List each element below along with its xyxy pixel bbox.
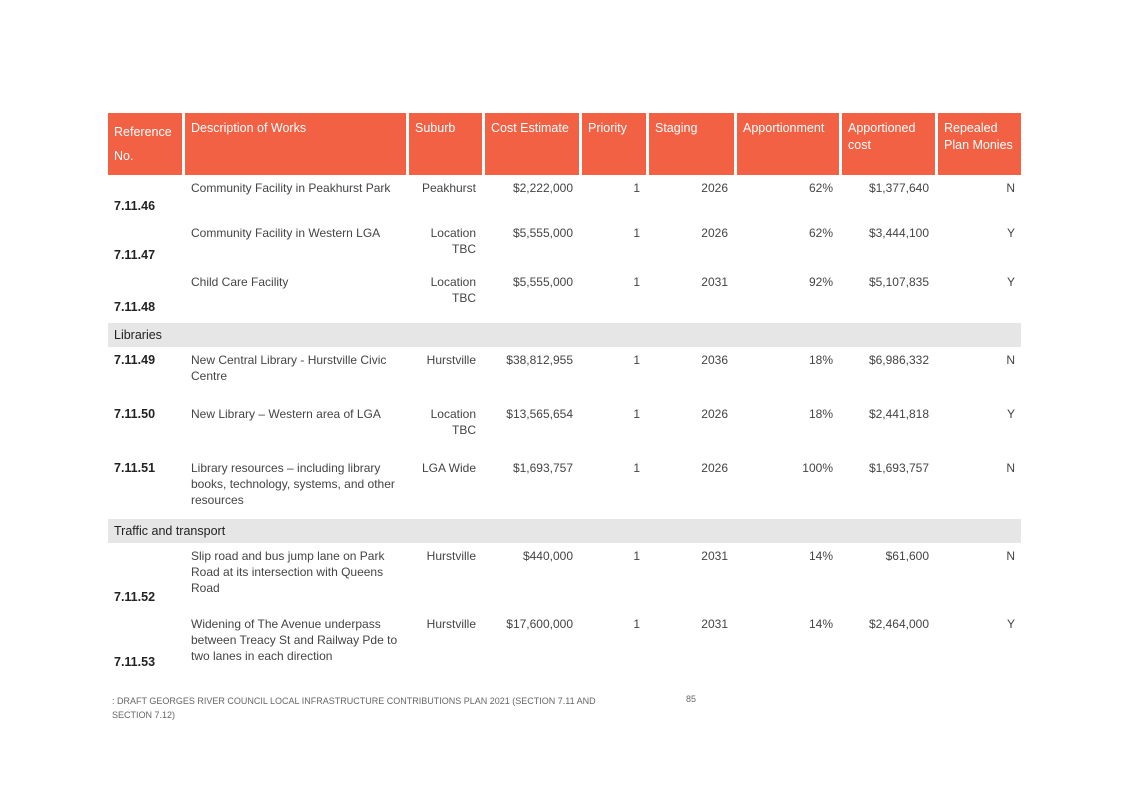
cell-cost-estimate: $17,600,000 <box>506 617 573 631</box>
cell-suburb: LGA Wide <box>421 461 476 475</box>
cell-repealed: Y <box>1006 407 1015 421</box>
cell-staging: 2031 <box>701 275 728 289</box>
cell-apportionment: 14% <box>808 617 833 631</box>
cell-reference: 7.11.47 <box>114 248 156 262</box>
cell-reference: 7.11.49 <box>114 353 156 367</box>
cell-description: Community Facility in Peakhurst Park <box>191 181 391 195</box>
cell-description: Slip road and bus jump lane on Park Road… <box>191 549 385 595</box>
cell-priority: 1 <box>633 461 640 475</box>
header-apportioned-cost: Apportioned cost <box>842 113 935 175</box>
header-cost: Cost Estimate <box>485 113 579 175</box>
page-footer: : DRAFT GEORGES RIVER COUNCIL LOCAL INFR… <box>112 696 596 720</box>
section-label: Libraries <box>108 323 1021 347</box>
cell-apportioned-cost: $2,464,000 <box>868 617 929 631</box>
cell-reference: 7.11.46 <box>114 199 156 213</box>
cell-apportionment: 92% <box>808 275 833 289</box>
table-row: 7.11.48 Child Care Facility Location TBC $5… <box>108 271 1021 321</box>
cell-description: Child Care Facility <box>191 275 289 289</box>
cell-description: Widening of The Avenue underpass between… <box>191 617 398 663</box>
header-reference: Reference No. <box>108 113 182 175</box>
cell-cost-estimate: $440,000 <box>522 549 573 563</box>
page-number: 85 <box>686 694 697 704</box>
cell-priority: 1 <box>633 353 640 367</box>
cell-cost-estimate: $38,812,955 <box>506 353 573 367</box>
cell-priority: 1 <box>633 181 640 195</box>
table-row: 7.11.51 Library resources – including lib… <box>108 457 1021 517</box>
cell-suburb: Hurstville <box>426 353 476 367</box>
cell-suburb: Hurstville <box>426 549 476 563</box>
section-row: Traffic and transport <box>108 519 1021 543</box>
cell-cost-estimate: $5,555,000 <box>512 275 573 289</box>
cell-reference: 7.11.50 <box>114 407 156 421</box>
cell-repealed: Y <box>1006 226 1015 240</box>
table-row: 7.11.46 Community Facility in Peakhurst P… <box>108 177 1021 220</box>
table-row: 7.11.49 New Central Library - Hurstville … <box>108 349 1021 401</box>
cell-priority: 1 <box>633 226 640 240</box>
cell-staging: 2031 <box>701 549 728 563</box>
cell-apportionment: 62% <box>808 181 833 195</box>
cell-apportionment: 18% <box>808 407 833 421</box>
cell-cost-estimate: $5,555,000 <box>512 226 573 240</box>
cell-reference: 7.11.48 <box>114 300 156 314</box>
cell-suburb: Peakhurst <box>421 181 476 195</box>
cell-suburb: Location TBC <box>430 275 476 305</box>
section-row: Libraries <box>108 323 1021 347</box>
cell-repealed: N <box>1006 549 1015 563</box>
cell-staging: 2031 <box>701 617 728 631</box>
cell-staging: 2026 <box>701 226 728 240</box>
cell-apportioned-cost: $61,600 <box>885 549 929 563</box>
cell-priority: 1 <box>633 549 640 563</box>
cell-description: New Central Library - Hurstville Civic C… <box>191 353 387 383</box>
cell-apportioned-cost: $3,444,100 <box>868 226 929 240</box>
cell-staging: 2036 <box>701 353 728 367</box>
cell-staging: 2026 <box>701 407 728 421</box>
cell-reference: 7.11.51 <box>114 461 156 475</box>
table-row: 7.11.50 New Library – Western area of LGA… <box>108 403 1021 455</box>
cell-description: Community Facility in Western LGA <box>191 226 381 240</box>
cell-description: Library resources – including library bo… <box>191 461 395 507</box>
cell-cost-estimate: $1,693,757 <box>512 461 573 475</box>
cell-cost-estimate: $13,565,654 <box>506 407 573 421</box>
cell-repealed: N <box>1006 353 1015 367</box>
cell-reference: 7.11.52 <box>114 590 156 604</box>
cell-repealed: N <box>1006 461 1015 475</box>
cell-cost-estimate: $2,222,000 <box>512 181 573 195</box>
cell-staging: 2026 <box>701 181 728 195</box>
cell-priority: 1 <box>633 275 640 289</box>
cell-apportionment: 100% <box>802 461 833 475</box>
cell-apportionment: 14% <box>808 549 833 563</box>
cell-apportioned-cost: $6,986,332 <box>868 353 929 367</box>
cell-repealed: Y <box>1006 617 1015 631</box>
header-apportionment: Apportionment <box>737 113 839 175</box>
table-row: 7.11.53 Widening of The Avenue underpass … <box>108 613 1021 676</box>
table-row: 7.11.52 Slip road and bus jump lane on Pa… <box>108 545 1021 611</box>
cell-apportionment: 18% <box>808 353 833 367</box>
cell-suburb: Location TBC <box>430 407 476 437</box>
header-staging: Staging <box>649 113 734 175</box>
cell-suburb: Location TBC <box>430 226 476 256</box>
cell-staging: 2026 <box>701 461 728 475</box>
cell-apportionment: 62% <box>808 226 833 240</box>
cell-priority: 1 <box>633 407 640 421</box>
cell-repealed: N <box>1006 181 1015 195</box>
cell-description: New Library – Western area of LGA <box>191 407 381 421</box>
table-row: 7.11.47 Community Facility in Western LGA… <box>108 222 1021 269</box>
header-repealed: Repealed Plan Monies <box>938 113 1021 175</box>
cell-priority: 1 <box>633 617 640 631</box>
cell-apportioned-cost: $1,377,640 <box>868 181 929 195</box>
section-label: Traffic and transport <box>108 519 1021 543</box>
cell-apportioned-cost: $5,107,835 <box>868 275 929 289</box>
header-priority: Priority <box>582 113 646 175</box>
cell-suburb: Hurstville <box>426 617 476 631</box>
cell-apportioned-cost: $2,441,818 <box>868 407 929 421</box>
cell-reference: 7.11.53 <box>114 655 156 669</box>
cell-apportioned-cost: $1,693,757 <box>868 461 929 475</box>
header-suburb: Suburb <box>409 113 482 175</box>
table-header: Reference No. Description of Works Subur… <box>108 113 1021 175</box>
header-description: Description of Works <box>185 113 406 175</box>
works-schedule-table: Reference No. Description of Works Subur… <box>105 111 1024 678</box>
cell-repealed: Y <box>1006 275 1015 289</box>
